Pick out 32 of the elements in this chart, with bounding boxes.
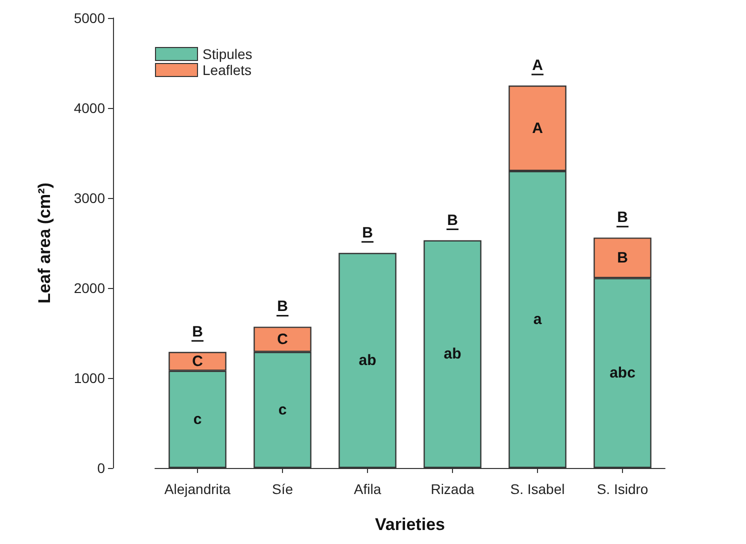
y-tick-label: 4000	[74, 100, 106, 116]
x-tick-label: Rizada	[430, 481, 474, 497]
y-tick-label: 2000	[74, 280, 106, 296]
x-axis-title: Varieties	[375, 515, 445, 534]
y-tick-label: 5000	[74, 10, 106, 26]
y-tick-label: 3000	[74, 190, 106, 206]
data-label: A	[532, 120, 544, 137]
annotation: B	[447, 212, 458, 229]
y-tick-label: 1000	[74, 370, 106, 386]
x-tick-label: Alejandrita	[164, 481, 231, 497]
x-tick-label: S. Isidro	[596, 481, 648, 497]
data-label: c	[193, 410, 202, 428]
x-tick-label: Afila	[354, 481, 382, 497]
x-tick-label: Síe	[272, 481, 294, 497]
annotation: B	[192, 323, 204, 340]
legend-label: Leaflets	[202, 62, 252, 78]
data-label: ab	[358, 352, 376, 369]
y-tick-label: 0	[97, 460, 106, 476]
data-label: B	[617, 249, 628, 266]
x-tick-label: S. Isabel	[510, 481, 565, 497]
annotation: B	[362, 224, 374, 242]
annotation: A	[532, 57, 544, 74]
data-label: C	[277, 330, 288, 348]
data-label: c	[278, 401, 287, 418]
data-label: C	[192, 352, 204, 370]
y-axis-title: Leaf area (cm²)	[35, 182, 54, 304]
data-label: a	[533, 311, 542, 328]
annotation: B	[617, 209, 628, 226]
legend-label: Stipules	[202, 46, 252, 62]
data-label: ab	[444, 346, 462, 363]
annotation: B	[277, 298, 288, 316]
data-label: abc	[610, 364, 636, 382]
